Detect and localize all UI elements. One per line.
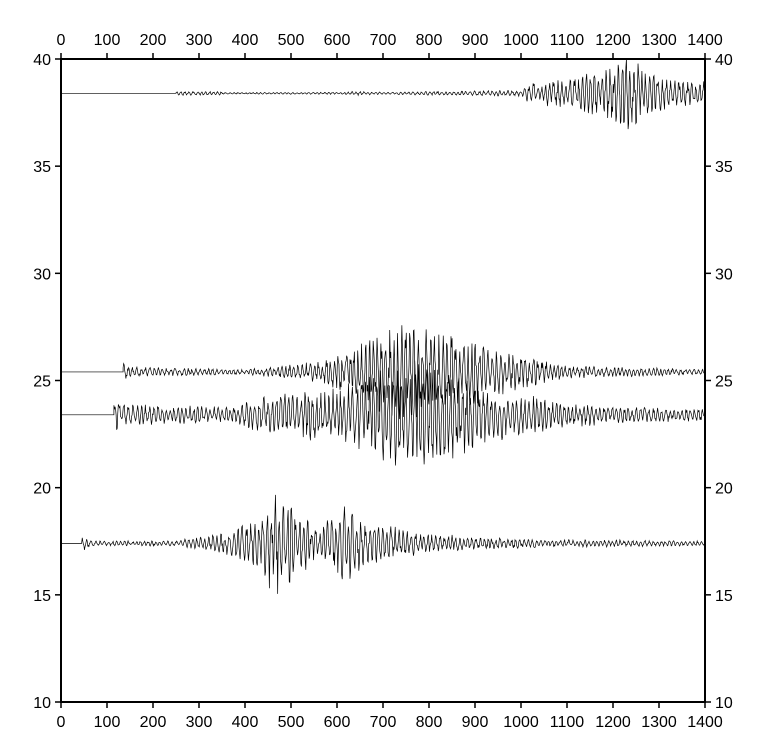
y-right-tick-label: 10 [715,695,733,712]
x-top-tick-label: 800 [416,32,443,49]
x-top-tick-label: 1000 [503,32,539,49]
y-right-tick-label: 35 [715,159,733,176]
x-top-tick-label: 700 [370,32,397,49]
y-right-tick-label: 15 [715,588,733,605]
y-left-tick-label: 40 [33,52,51,69]
x-bottom-tick-label: 500 [278,714,305,731]
x-bottom-tick-label: 300 [186,714,213,731]
x-top-tick-label: 1200 [595,32,631,49]
traces-layer [61,59,705,594]
y-axis-left: 10 15 20 25 30 35 40 [33,52,61,712]
y-right-tick-label: 30 [715,266,733,283]
x-bottom-tick-label: 1200 [595,714,631,731]
x-bottom-tick-label: 600 [324,714,351,731]
x-bottom-tick-label: 1300 [641,714,677,731]
x-top-tick-label: 400 [232,32,259,49]
x-top-tick-label: 300 [186,32,213,49]
y-left-tick-label: 35 [33,159,51,176]
x-axis-bottom: 0 100 200 300 400 500 600 700 800 900 1000 1100 1200… [57,702,723,731]
x-bottom-tick-label: 1000 [503,714,539,731]
x-bottom-tick-label: 700 [370,714,397,731]
y-left-tick-label: 30 [33,266,51,283]
x-top-tick-label: 1400 [687,32,723,49]
y-right-tick-label: 40 [715,52,733,69]
x-top-tick-label: 600 [324,32,351,49]
x-top-tick-label: 1100 [550,32,585,49]
y-right-tick-label: 20 [715,481,733,498]
y-left-tick-label: 20 [33,481,51,498]
x-bottom-tick-label: 400 [232,714,259,731]
x-top-tick-label: 0 [57,32,66,49]
seismogram-trace [61,59,705,129]
seismogram-trace [61,495,705,594]
y-right-tick-label: 25 [715,374,733,391]
x-top-tick-label: 100 [94,32,121,49]
x-bottom-tick-label: 1400 [687,714,723,731]
x-bottom-tick-label: 800 [416,714,443,731]
x-bottom-tick-label: 200 [140,714,167,731]
x-bottom-tick-label: 100 [94,714,121,731]
x-top-tick-label: 1300 [641,32,677,49]
y-axis-right: 10 15 20 25 30 35 40 [705,52,733,712]
x-bottom-tick-label: 0 [57,714,66,731]
y-left-tick-label: 10 [33,695,51,712]
x-axis-top: 0 100 200 300 400 500 600 700 800 900 1000 1100 1200… [57,32,723,59]
x-bottom-tick-label: 900 [462,714,489,731]
y-left-tick-label: 25 [33,374,51,391]
y-left-tick-label: 15 [33,588,51,605]
x-top-tick-label: 200 [140,32,167,49]
seismogram-trace [61,325,705,419]
x-top-tick-label: 500 [278,32,305,49]
x-top-tick-label: 900 [462,32,489,49]
x-bottom-tick-label: 1100 [550,714,585,731]
